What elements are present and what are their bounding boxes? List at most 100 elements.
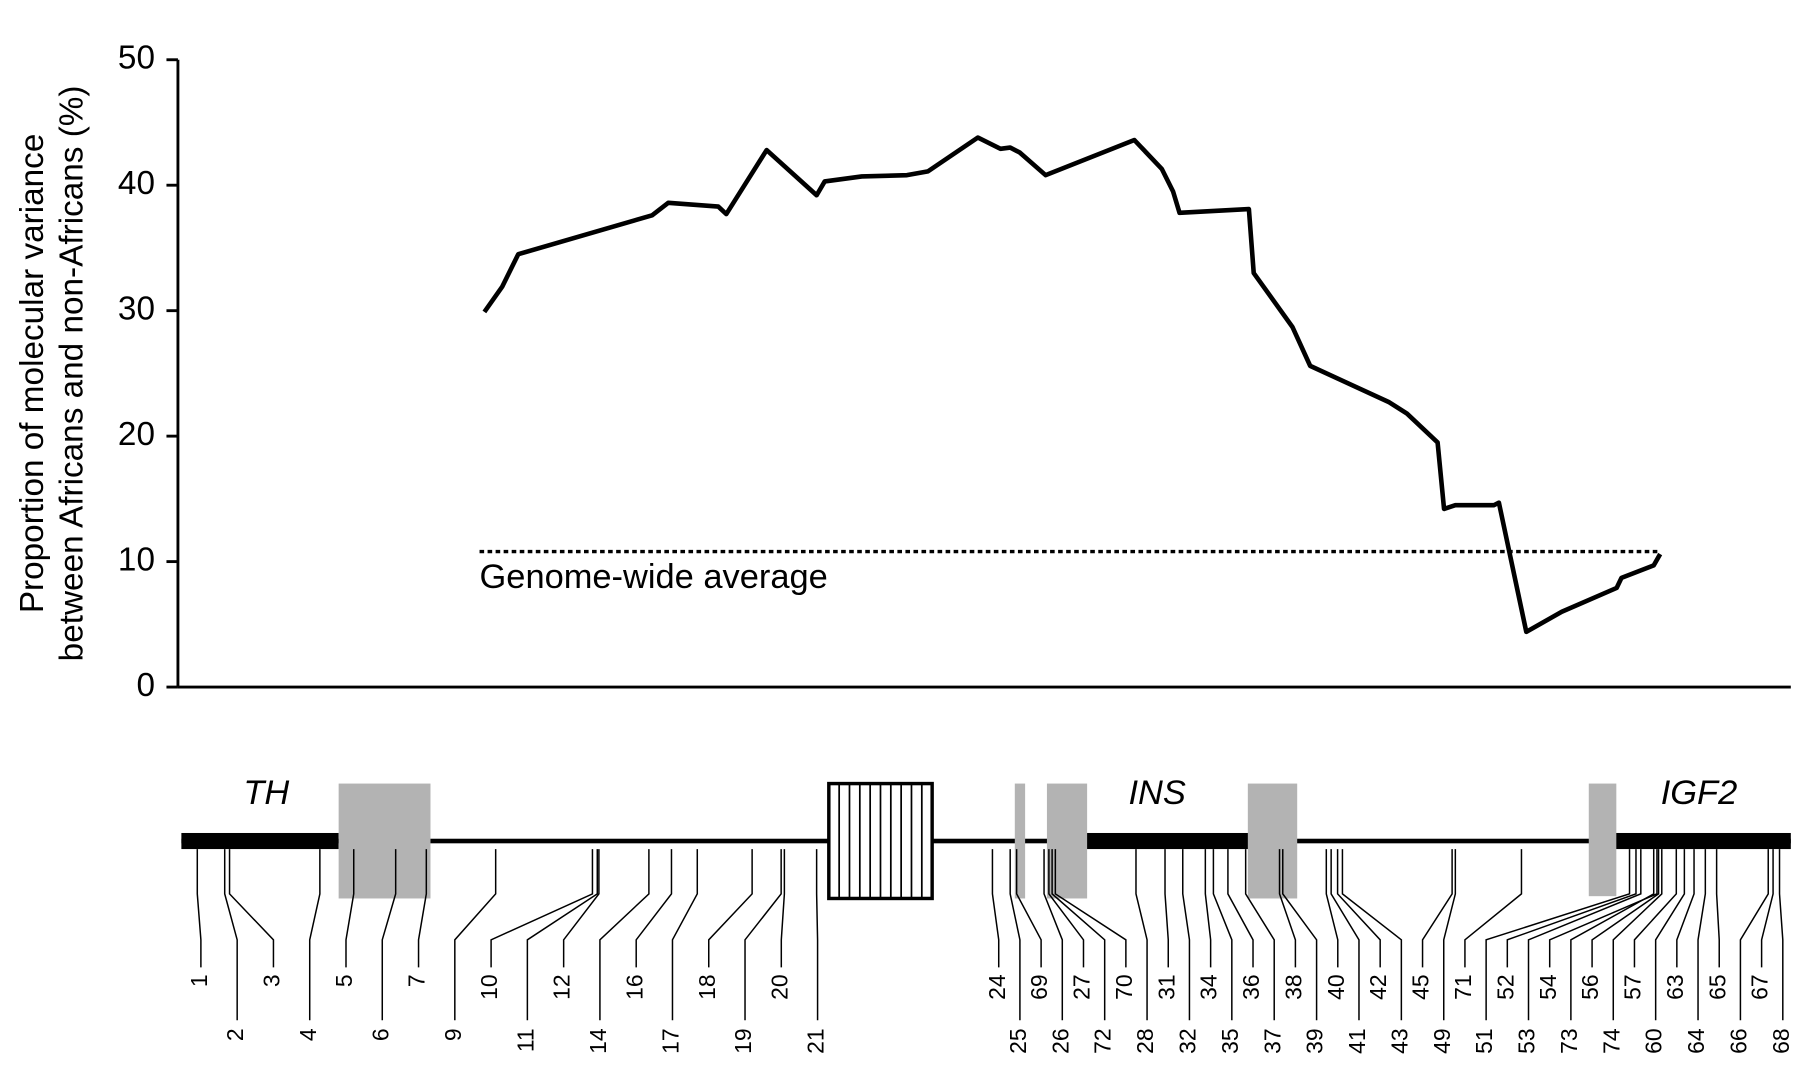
marker-line: [1421, 849, 1453, 968]
marker-line: [991, 849, 1000, 968]
marker-label: 21: [803, 1028, 829, 1054]
marker-line: [1591, 849, 1660, 968]
marker-label: 32: [1175, 1028, 1201, 1054]
marker-line: [1676, 849, 1695, 968]
marker-line: [562, 849, 600, 968]
marker-line: [345, 849, 355, 968]
marker-line: [1182, 849, 1191, 1021]
marker-line: [1278, 849, 1297, 968]
marker-line: [1054, 849, 1127, 968]
marker-line: [744, 849, 782, 1021]
marker-label: 41: [1344, 1028, 1370, 1054]
marker-label: 27: [1069, 974, 1095, 1000]
marker-line: [526, 849, 599, 1021]
marker-label: 34: [1196, 974, 1222, 1000]
marker-label: 24: [984, 974, 1010, 1000]
marker-line: [1697, 849, 1707, 1021]
marker-line: [490, 849, 594, 968]
marker-line: [1164, 849, 1170, 968]
marker-line: [223, 849, 238, 1021]
marker-line: [599, 849, 650, 1021]
marker-label: 42: [1365, 974, 1391, 1000]
marker-label: 6: [367, 1028, 393, 1041]
y-axis-label: between Africans and non-Africans (%): [53, 85, 90, 661]
marker-line: [1227, 849, 1254, 968]
marker-label: 2: [222, 1028, 248, 1041]
marker-label: 37: [1259, 1028, 1285, 1054]
marker-line: [635, 849, 673, 968]
marker-label: 71: [1450, 974, 1476, 1000]
gray-region: [1247, 783, 1298, 899]
marker-label: 64: [1683, 1028, 1709, 1054]
marker-label: 40: [1323, 974, 1349, 1000]
reference-label: Genome-wide average: [480, 558, 828, 596]
marker-line: [1739, 849, 1769, 1021]
gray-region: [1588, 783, 1617, 897]
marker-line: [1548, 849, 1658, 968]
gene-label: INS: [1128, 774, 1185, 812]
marker-line: [1654, 849, 1686, 1021]
marker-label: 14: [585, 1028, 611, 1054]
marker-line: [1330, 849, 1360, 1021]
marker-label: 10: [476, 974, 502, 1000]
marker-label: 11: [512, 1028, 538, 1052]
marker-label: 57: [1620, 974, 1646, 1000]
marker-label: 16: [621, 974, 647, 1000]
marker-label: 56: [1577, 974, 1603, 1000]
y-tick-label: 30: [118, 290, 155, 327]
marker-label: 52: [1492, 974, 1518, 1000]
marker-label: 26: [1047, 1028, 1073, 1054]
marker-label: 35: [1217, 1028, 1243, 1054]
marker-line: [228, 849, 275, 968]
marker-label: 1: [186, 974, 212, 987]
marker-label: 72: [1090, 1028, 1116, 1054]
y-tick-label: 10: [118, 541, 155, 578]
marker-line: [417, 849, 428, 968]
gene-segment: [181, 832, 339, 850]
marker-line: [454, 849, 497, 1021]
marker-line: [1009, 849, 1021, 1021]
marker-label: 51: [1471, 1028, 1497, 1054]
marker-label: 25: [1005, 1028, 1031, 1054]
y-axis-label: Proportion of molecular variance: [14, 134, 51, 614]
marker-line: [1015, 849, 1042, 968]
marker-label: 43: [1386, 1028, 1412, 1054]
marker-label: 9: [440, 1028, 466, 1041]
marker-line: [1212, 849, 1233, 1021]
marker-line: [1244, 849, 1275, 1021]
marker-line: [1135, 849, 1148, 1021]
marker-line: [1506, 849, 1637, 968]
marker-line: [1760, 849, 1774, 968]
y-tick-label: 0: [136, 667, 155, 704]
marker-label: 68: [1768, 1028, 1794, 1054]
marker-line: [381, 849, 397, 1021]
marker-label: 28: [1132, 1028, 1158, 1054]
marker-label: 45: [1408, 974, 1434, 1000]
marker-label: 5: [331, 974, 357, 987]
marker-line: [1633, 849, 1678, 968]
gene-map: [181, 781, 1791, 901]
gray-region: [1014, 783, 1026, 899]
marker-label: 69: [1026, 974, 1052, 1000]
gene-segment: [1614, 832, 1791, 850]
marker-line: [815, 849, 819, 1021]
marker-label: 17: [658, 1028, 684, 1054]
gray-region: [1046, 783, 1088, 899]
marker-line: [1341, 849, 1403, 1021]
marker-line: [1778, 849, 1784, 1021]
marker-line: [1043, 849, 1064, 1021]
marker-label: 67: [1747, 974, 1773, 1000]
marker-line: [708, 849, 753, 968]
y-tick-label: 50: [118, 40, 155, 77]
marker-label: 66: [1725, 1028, 1751, 1054]
gene-label: IGF2: [1661, 774, 1738, 812]
marker-label: 73: [1556, 1028, 1582, 1054]
marker-label: 20: [766, 974, 792, 1000]
marker-label: 74: [1598, 1028, 1624, 1054]
marker-label: 65: [1704, 974, 1730, 1000]
marker-line: [308, 849, 321, 1021]
marker-label: 31: [1153, 974, 1179, 1000]
marker-line: [1282, 849, 1318, 1021]
marker-line: [1336, 849, 1381, 968]
